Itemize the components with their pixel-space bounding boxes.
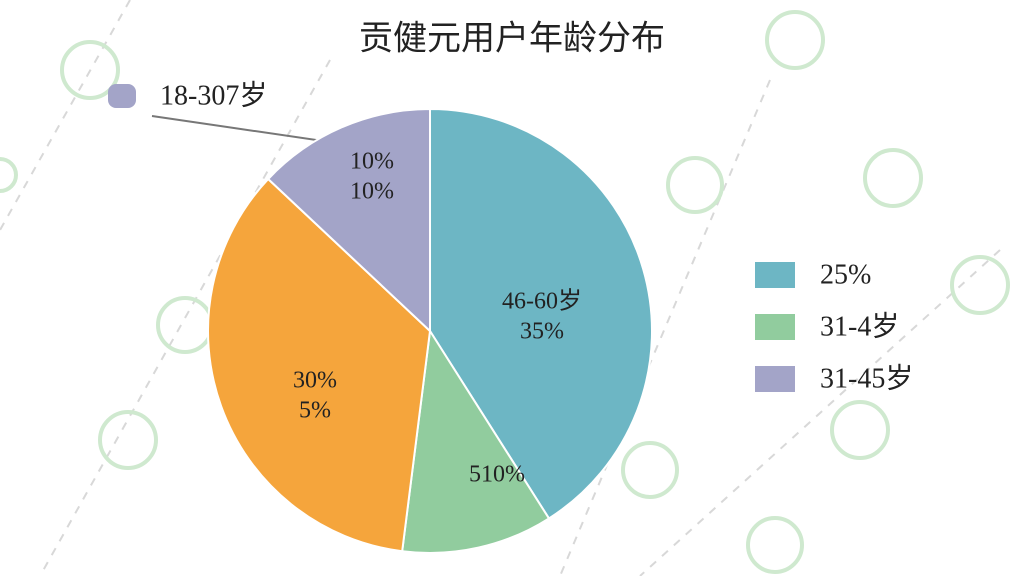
chart-title: 贡健元用户年龄分布 (359, 19, 665, 59)
legend-swatch (755, 314, 795, 340)
callout-label: 18-307岁 (160, 79, 267, 111)
slice-label: 510% (469, 462, 525, 488)
slice-label: 10% (350, 149, 394, 175)
pie-slice (207, 177, 432, 553)
slice-label: 30% (293, 368, 337, 394)
pie-slice (429, 107, 653, 520)
legend-swatch (755, 366, 795, 392)
slice-label: 10% (350, 179, 394, 205)
slice-label: 5% (299, 398, 331, 424)
slice-label: 35% (520, 319, 564, 345)
slice-label: 46-60岁 (502, 288, 582, 315)
pie-slice (266, 107, 431, 334)
legend-label: 25% (820, 259, 871, 290)
pie-slice (401, 328, 551, 554)
legend-label: 31-45岁 (820, 362, 913, 394)
legend-swatch (755, 262, 795, 288)
legend-label: 31-4岁 (820, 310, 899, 342)
callout-marker (108, 84, 136, 108)
